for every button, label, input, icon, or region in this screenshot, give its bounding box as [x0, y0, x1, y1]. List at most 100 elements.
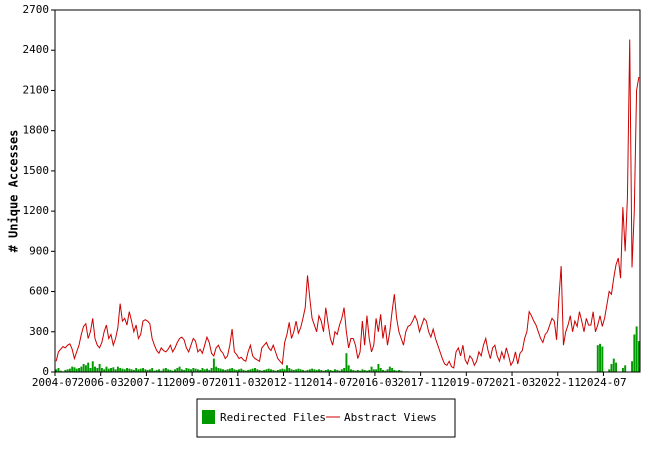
bar — [91, 361, 94, 372]
y-tick-label: 2100 — [23, 83, 50, 96]
bar — [400, 370, 403, 372]
bar — [313, 369, 316, 372]
bar — [302, 369, 304, 372]
y-tick-label: 1500 — [23, 164, 50, 177]
bar — [299, 369, 302, 372]
bar — [64, 369, 67, 372]
x-tick-label: 2017-11 — [397, 376, 443, 389]
bar — [308, 369, 311, 372]
bar — [119, 367, 122, 372]
bar — [158, 369, 161, 372]
bar — [226, 369, 229, 372]
bar — [270, 369, 272, 372]
bar — [222, 369, 224, 372]
bar — [256, 369, 259, 372]
bar — [244, 370, 247, 372]
bar — [263, 369, 266, 372]
x-tick-label: 2011-03 — [215, 376, 261, 389]
bar — [372, 369, 375, 372]
bar — [635, 326, 638, 372]
bar — [254, 367, 256, 372]
bar — [217, 367, 220, 372]
bar — [295, 369, 298, 372]
bar — [137, 369, 140, 372]
bar — [340, 369, 343, 372]
bar — [272, 369, 275, 372]
legend-label: Abstract Views — [344, 411, 437, 424]
x-tick-label: 2012-11 — [260, 376, 306, 389]
bar — [286, 365, 288, 372]
bar — [379, 367, 382, 372]
bar — [103, 369, 106, 372]
bar — [57, 367, 60, 372]
bar — [382, 369, 384, 372]
bar — [311, 368, 314, 372]
bar — [249, 369, 252, 372]
bar — [110, 367, 113, 372]
bar — [176, 367, 179, 372]
bar — [190, 369, 192, 372]
bar — [224, 369, 227, 372]
bar — [615, 362, 618, 372]
bar — [363, 369, 366, 372]
bar — [142, 367, 145, 372]
bar — [66, 369, 69, 372]
bar — [187, 368, 190, 372]
bar — [55, 369, 58, 372]
bar — [164, 367, 167, 372]
bar — [162, 368, 165, 372]
bar — [215, 366, 218, 372]
bar — [359, 370, 362, 372]
bar — [208, 369, 211, 372]
bar — [375, 369, 378, 372]
y-tick-label: 2700 — [23, 3, 50, 16]
bar — [71, 366, 74, 372]
bar — [327, 369, 330, 372]
bar — [391, 367, 394, 372]
bar — [608, 369, 611, 372]
bar — [135, 367, 138, 372]
bar — [398, 369, 400, 372]
bar — [128, 368, 131, 372]
bar — [233, 369, 236, 372]
bar — [356, 369, 359, 372]
x-tick-label: 2009-07 — [169, 376, 215, 389]
x-tick-label: 2004-07 — [32, 376, 78, 389]
bar — [281, 368, 284, 372]
bar — [82, 363, 85, 372]
bar — [318, 369, 320, 372]
y-tick-label: 1800 — [23, 124, 50, 137]
bar — [336, 369, 339, 372]
bar — [610, 363, 613, 372]
legend-box — [196, 398, 456, 438]
bar — [167, 369, 170, 372]
bar — [228, 368, 231, 372]
bar — [386, 369, 389, 372]
bar — [114, 369, 117, 372]
bar — [315, 369, 318, 372]
bar — [160, 370, 163, 372]
bar — [174, 369, 176, 372]
y-tick-label: 900 — [29, 244, 49, 257]
bar — [288, 367, 291, 372]
bar — [393, 369, 396, 372]
bar — [178, 366, 181, 372]
bar — [601, 346, 604, 372]
bar — [201, 367, 204, 372]
bar — [338, 370, 341, 372]
y-axis-label: # Unique Accesses — [7, 130, 21, 253]
bar — [155, 369, 158, 372]
bar — [637, 341, 640, 372]
bar — [180, 369, 183, 372]
bar — [123, 369, 126, 372]
bar — [121, 368, 124, 372]
bar — [116, 366, 119, 372]
bar — [132, 369, 135, 372]
y-tick-label: 600 — [29, 285, 49, 298]
x-tick-label: 2019-07 — [443, 376, 489, 389]
bar — [84, 365, 87, 372]
bar — [283, 369, 286, 372]
bar — [87, 362, 90, 372]
bar — [361, 369, 364, 372]
